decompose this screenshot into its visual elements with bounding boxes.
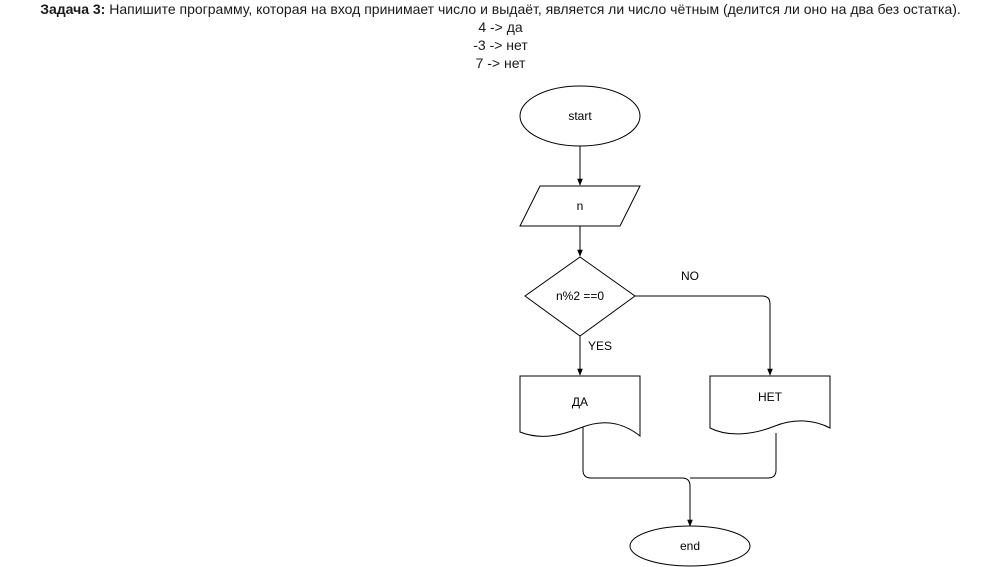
edge-no-to-end: [690, 433, 777, 479]
task-statement: Задача 3: Напишите программу, которая на…: [0, 0, 1001, 72]
task-label: Задача 3:: [40, 1, 106, 17]
example-2: -3 -> нет: [473, 37, 528, 53]
edge-yes-to-end: [582, 425, 693, 527]
task-text: Напишите программу, которая на вход прин…: [105, 1, 961, 17]
output-yes-node: ДА: [519, 375, 641, 438]
end-label: end: [680, 539, 700, 553]
start-node: start: [519, 85, 641, 147]
end-node: end: [629, 525, 751, 567]
input-node: n: [519, 185, 641, 227]
start-label: start: [568, 109, 592, 123]
no-label: NO: [681, 269, 699, 283]
condition-label: n%2 ==0: [556, 289, 604, 303]
output-no-node: НЕТ: [709, 375, 831, 435]
edge-no: [635, 295, 773, 376]
yes-label: YES: [588, 339, 612, 353]
output-no-label: НЕТ: [758, 390, 783, 404]
example-3: 7 -> нет: [475, 55, 526, 71]
condition-node: n%2 ==0: [524, 256, 636, 337]
task-title-line: Задача 3: Напишите программу, которая на…: [0, 0, 1001, 18]
output-yes-label: ДА: [572, 395, 588, 409]
example-1: 4 -> да: [478, 19, 523, 35]
input-label: n: [577, 199, 584, 213]
